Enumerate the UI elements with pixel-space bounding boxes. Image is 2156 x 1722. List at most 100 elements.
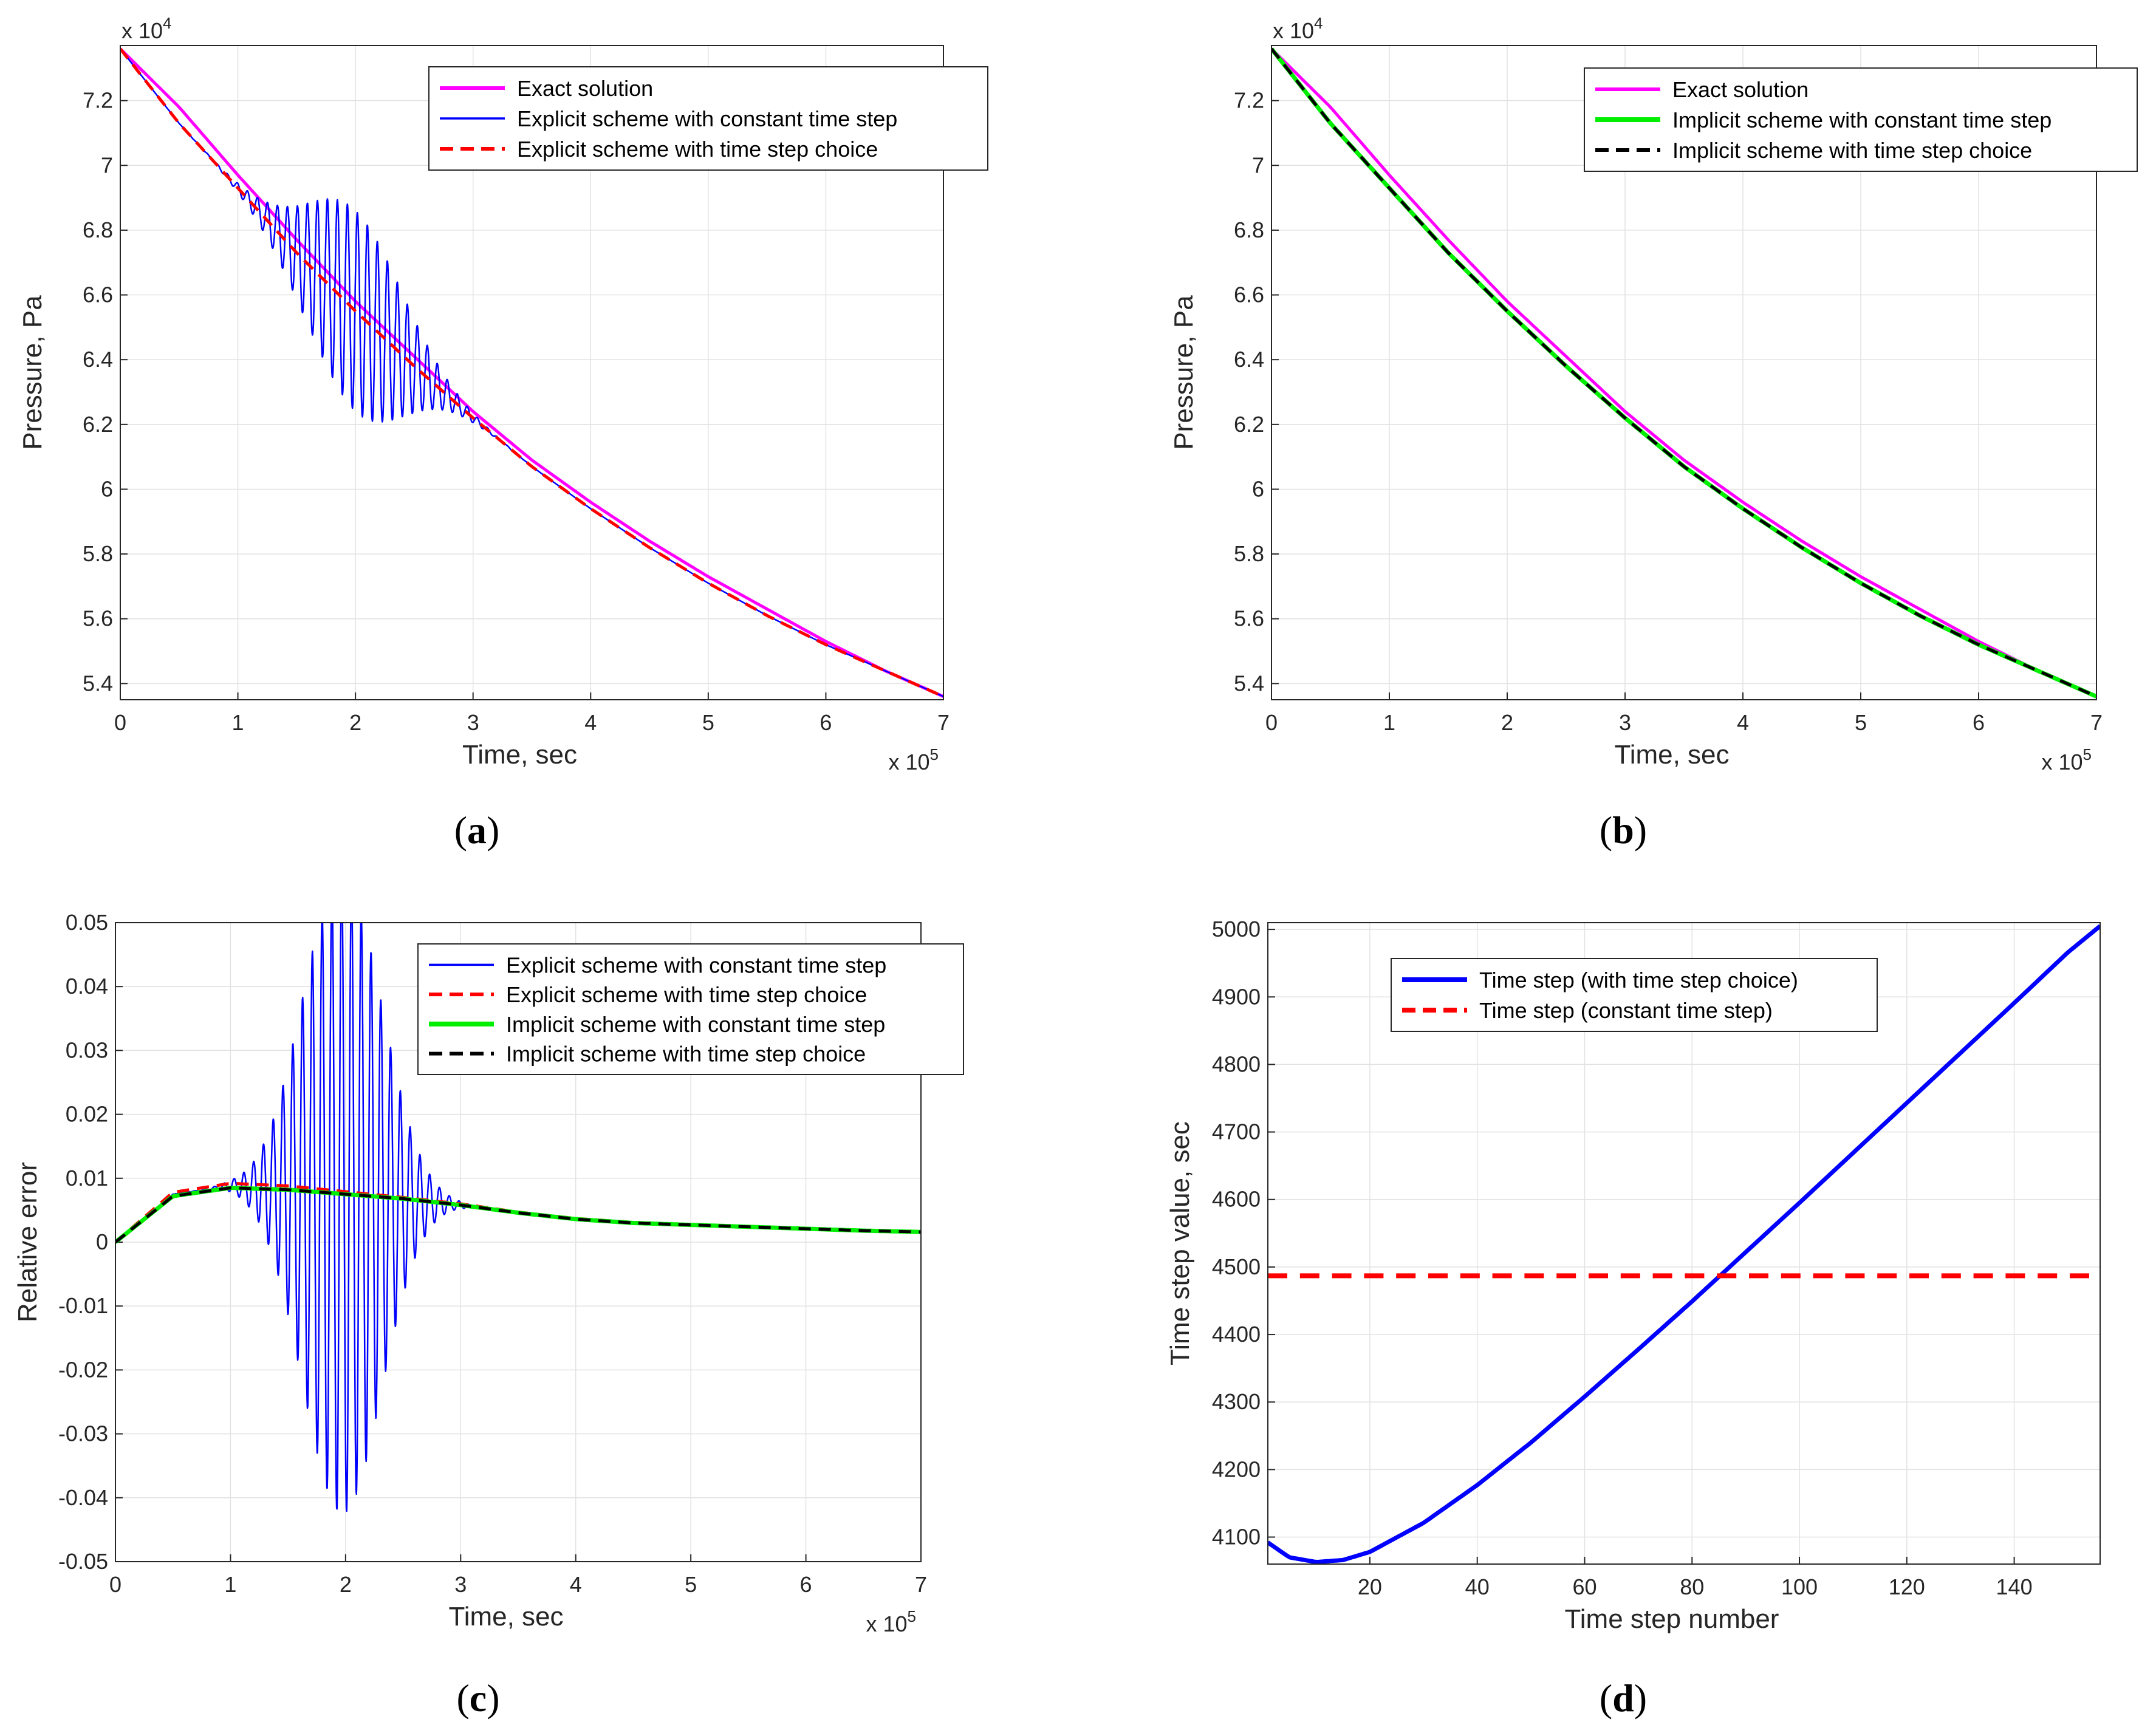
- y-tick-label: 7: [1252, 152, 1264, 177]
- y-tick-label: 7.2: [83, 88, 113, 113]
- y-tick-label: 4500: [1212, 1254, 1261, 1279]
- panel-label-open: (: [1600, 808, 1612, 852]
- y-multiplier-exponent: 4: [1314, 14, 1323, 32]
- y-tick-label: -0.02: [58, 1357, 108, 1382]
- y-tick-label: 0.01: [66, 1166, 108, 1191]
- y-axis-label: Relative error: [13, 1162, 43, 1322]
- panel-label-letter: b: [1612, 808, 1634, 852]
- series-group: [1268, 924, 2100, 1564]
- x-tick-label: 0: [1265, 710, 1278, 735]
- x-tick-label: 120: [1889, 1574, 1925, 1599]
- x-tick-label: 5: [702, 710, 714, 735]
- x-tick-label: 2: [349, 710, 361, 735]
- y-tick-label: 6.2: [1234, 412, 1264, 437]
- axes-frame: [1267, 922, 2101, 1565]
- y-tick-label: -0.01: [58, 1293, 108, 1318]
- y-tick-label: 0: [96, 1229, 108, 1254]
- x-tick-label: 140: [1996, 1574, 2033, 1599]
- x-tick-label: 3: [454, 1572, 467, 1597]
- series-line-1: [120, 47, 943, 698]
- legend-box: [1584, 67, 2138, 172]
- panel-label-open: (: [454, 808, 467, 852]
- x-tick-label: 6: [1973, 710, 1985, 735]
- x-tick-label: 6: [800, 1572, 812, 1597]
- y-multiplier-base: x 10: [121, 18, 163, 43]
- series-line-1: [1268, 924, 2100, 1564]
- series-group: [115, 923, 921, 1512]
- panel-label-close: ): [487, 1676, 499, 1720]
- y-tick-label: 5000: [1212, 917, 1261, 941]
- legend: Exact solution Implicit scheme with const…: [1584, 67, 2138, 172]
- x-tick-label: 7: [915, 1572, 927, 1597]
- y-tick-label: 6.4: [1234, 347, 1264, 372]
- y-axis-label: Pressure, Pa: [1169, 295, 1199, 450]
- y-tick-label: 5.4: [83, 671, 113, 695]
- legend-label: Exact solution: [517, 76, 653, 101]
- y-tick-label: 5.8: [83, 541, 113, 566]
- legend-box: [1391, 958, 1878, 1032]
- x-tick-label: 1: [1383, 710, 1395, 735]
- x-axis-label: Time step number: [1565, 1604, 1779, 1634]
- y-tick-label: 6.2: [83, 412, 113, 437]
- legend-label: Implicit scheme with time step choice: [506, 1042, 866, 1067]
- y-tick-label: 4300: [1212, 1389, 1261, 1414]
- y-tick-label: 5.6: [83, 606, 113, 631]
- y-tick-label: 0.04: [66, 974, 108, 999]
- y-tick-label: 4200: [1212, 1457, 1261, 1481]
- axes-frame: [115, 922, 922, 1562]
- x-tick-label: 80: [1680, 1574, 1704, 1599]
- x-tick-label: 20: [1358, 1574, 1382, 1599]
- legend-label: Implicit scheme with constant time step: [506, 1012, 885, 1037]
- x-tick-label: 0: [114, 710, 126, 735]
- x-tick-label: 5: [685, 1572, 697, 1597]
- legend: Time step (with time step choice) Time st…: [1391, 958, 1878, 1032]
- y-tick-label: 4600: [1212, 1187, 1261, 1212]
- y-tick-label: 4700: [1212, 1119, 1261, 1144]
- panel-label-letter: a: [467, 808, 487, 852]
- y-tick-label: 6.8: [83, 217, 113, 242]
- y-tick-label: 5.8: [1234, 541, 1264, 566]
- x-tick-label: 4: [1737, 710, 1749, 735]
- legend-label: Explicit scheme with constant time step: [506, 952, 886, 977]
- x-tick-label: 1: [232, 710, 244, 735]
- legend-label: Exact solution: [1672, 77, 1809, 102]
- series-group: [1271, 47, 2096, 699]
- legend-label: Explicit scheme with time step choice: [506, 982, 867, 1007]
- panel-label-open: (: [456, 1676, 469, 1720]
- x-multiplier-base: x 10: [2041, 750, 2082, 774]
- series-line-3: [1271, 47, 2096, 698]
- chart-panel-d: 20 40 60 80 100 120 140 4100 4200 4300 4400 4500 460…: [1165, 917, 2101, 1720]
- y-tick-label: 6.4: [83, 347, 113, 372]
- series-line-3: [120, 47, 943, 698]
- y-tick-label: 6.8: [1234, 217, 1264, 242]
- panel-label-close: ): [1634, 1676, 1647, 1720]
- legend-label: Time step (constant time step): [1479, 998, 1773, 1023]
- series-group: [120, 47, 943, 698]
- panel-label: (c): [456, 1676, 499, 1720]
- legend: Explicit scheme with constant time step E…: [417, 943, 964, 1075]
- panel-label-open: (: [1600, 1676, 1612, 1720]
- axes-frame: [120, 45, 944, 700]
- panel-label: (a): [454, 808, 500, 852]
- y-tick-label: 0.05: [66, 910, 108, 935]
- legend-label: Explicit scheme with time step choice: [517, 137, 878, 162]
- x-tick-label: 60: [1572, 1574, 1596, 1599]
- x-multiplier-base: x 10: [866, 1611, 907, 1636]
- y-multiplier-base: x 10: [1273, 18, 1314, 43]
- y-tick-label: 0.03: [66, 1037, 108, 1062]
- series-line-4: [115, 1186, 921, 1243]
- legend-label: Implicit scheme with constant time step: [1672, 108, 2052, 132]
- x-multiplier: x 105: [888, 745, 939, 774]
- legend-label: Explicit scheme with constant time step: [517, 106, 897, 131]
- y-multiplier-exponent: 4: [163, 14, 171, 32]
- x-multiplier: x 105: [866, 1607, 916, 1636]
- x-axis-label: Time, sec: [448, 1602, 563, 1631]
- series-line-3: [115, 1186, 921, 1244]
- panel-label-close: ): [487, 808, 499, 852]
- y-tick-label: 4800: [1212, 1051, 1261, 1076]
- y-tick-label: 6: [101, 476, 113, 501]
- x-tick-label: 0: [109, 1572, 121, 1597]
- x-tick-label: 7: [937, 710, 950, 735]
- x-axis-label: Time, sec: [462, 740, 577, 770]
